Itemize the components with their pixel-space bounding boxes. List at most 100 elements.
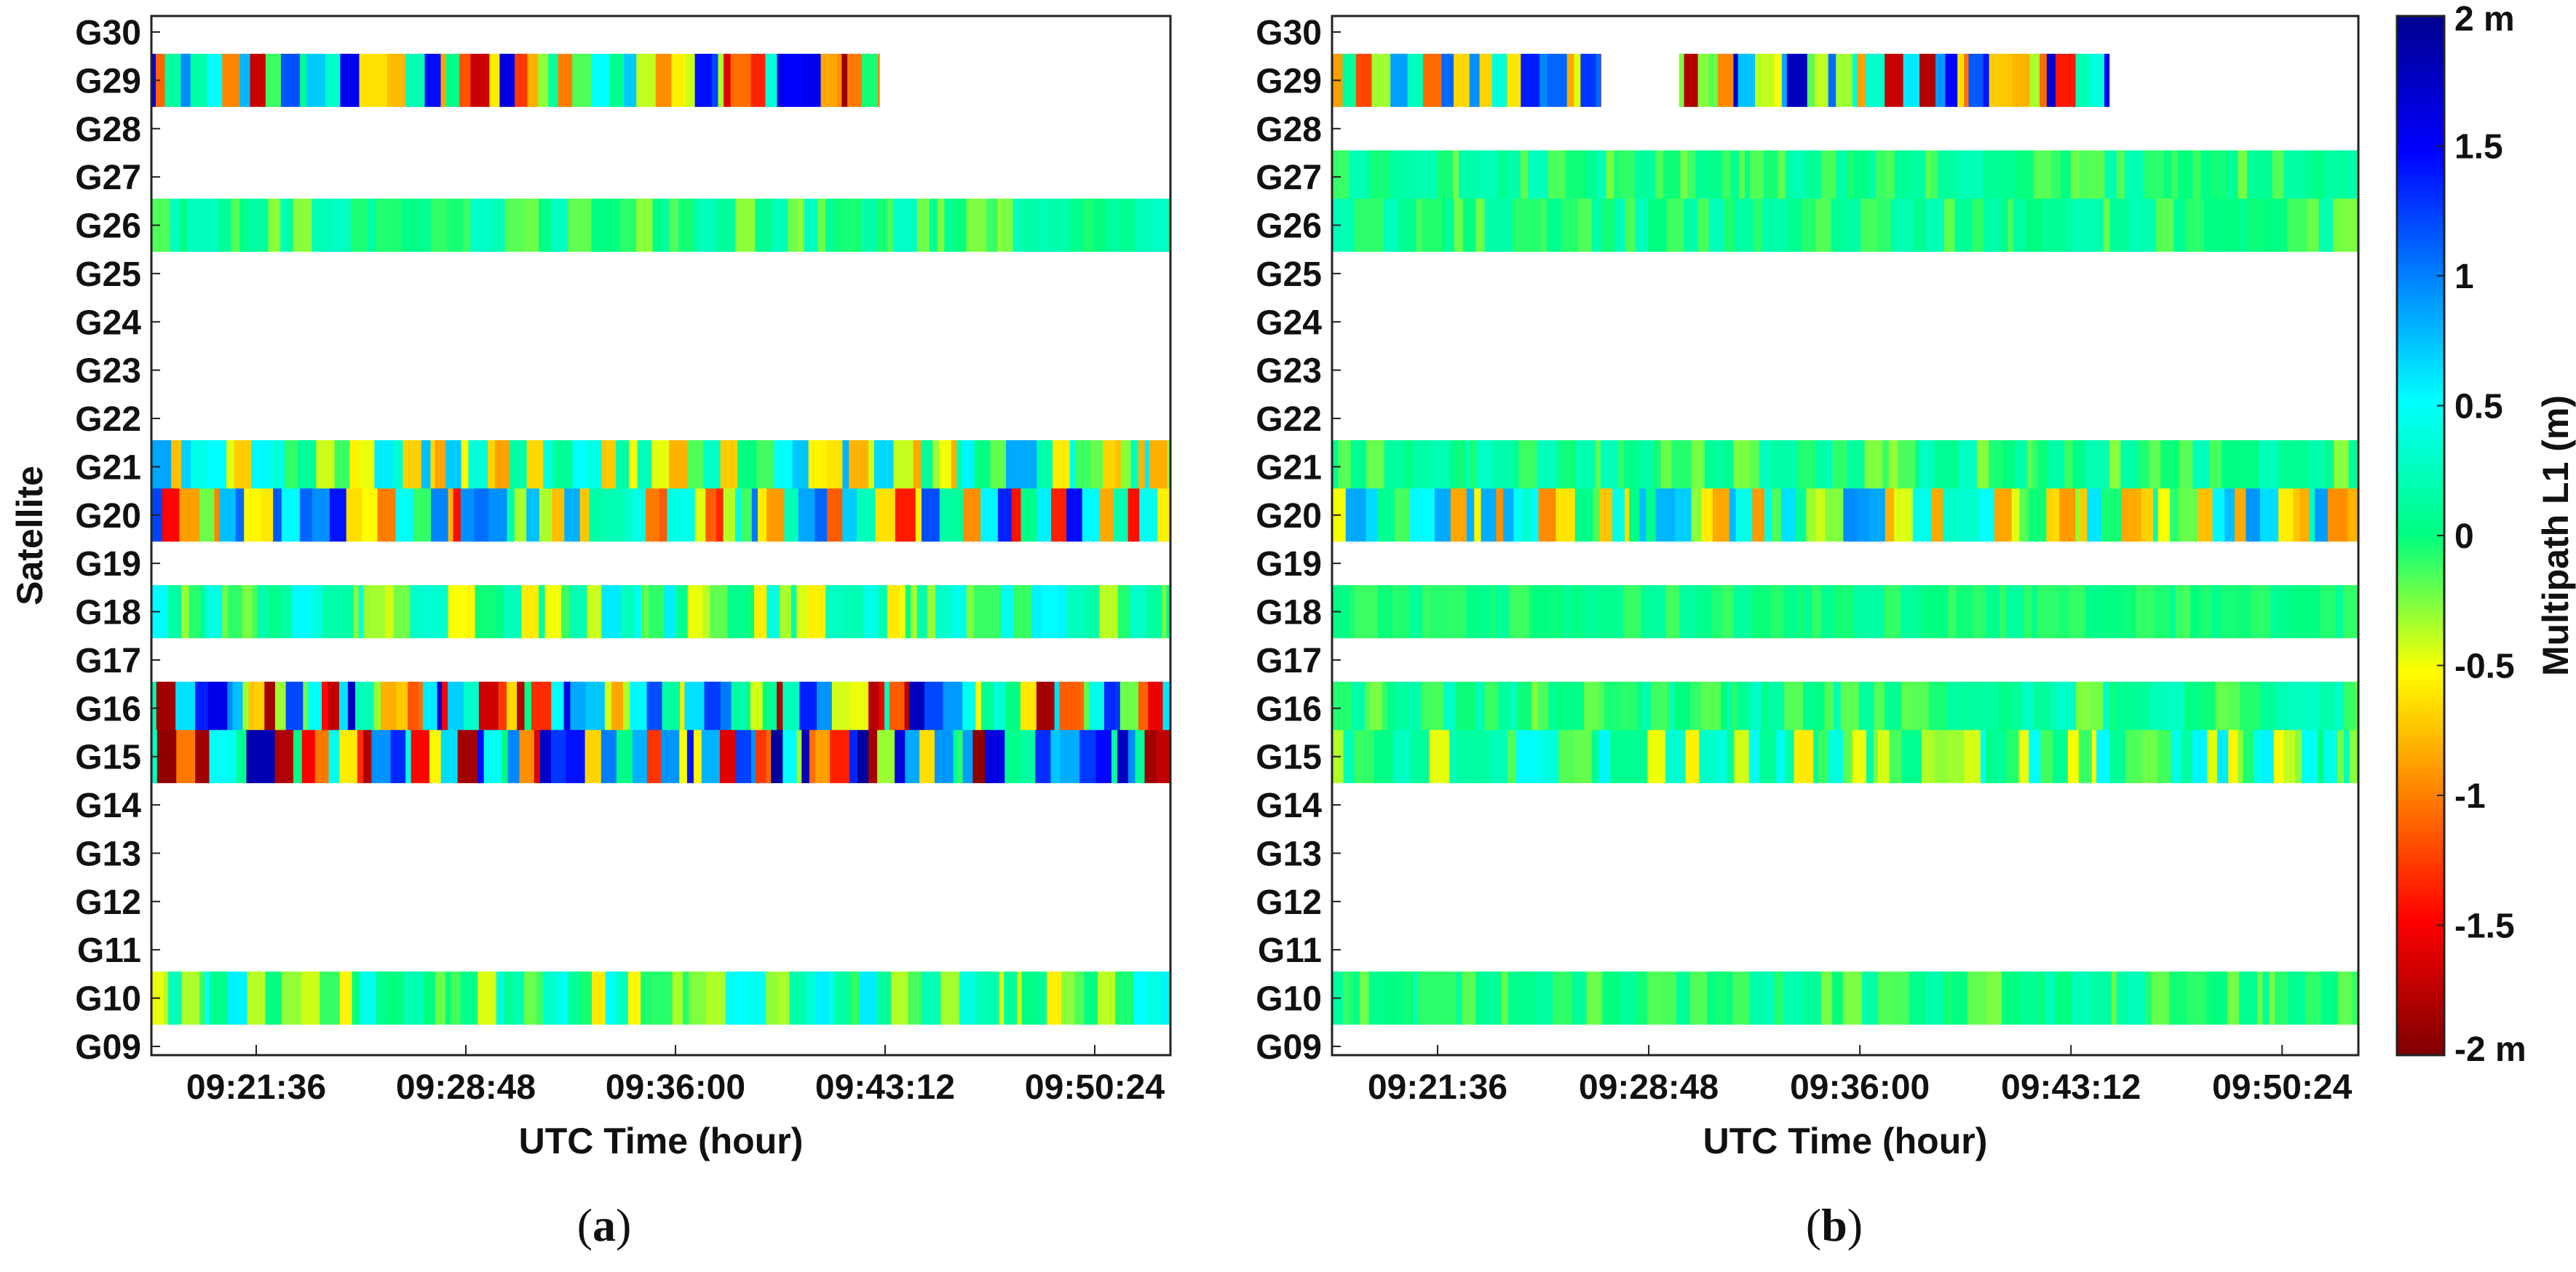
cell-G20 [1885,488,1895,542]
cell-G18 [181,585,189,639]
cell-G29 [1356,53,1373,107]
cell-G20 [526,488,540,542]
cell-G21 [285,440,298,493]
cell-G21 [2032,440,2038,493]
cell-G15 [1574,730,1593,784]
cell-G16 [1620,681,1638,735]
cell-G15 [1111,730,1118,784]
cell-G26 [247,199,253,252]
xtick-label-0: 09:21:36 [1368,1068,1507,1107]
cell-G26 [394,199,403,252]
cell-G26 [1839,199,1847,252]
cell-G18 [620,585,635,639]
cell-G21 [1816,440,1828,493]
cell-G26 [591,199,607,252]
colorbar-ticks: 2 m 1.5 1 0.5 0 -0.5 -1 -1.5 -2 m [2437,0,2527,1069]
cell-G10 [2269,971,2275,1025]
cell-G26 [330,199,352,252]
cell-G26 [916,199,930,252]
cell-G10 [829,971,836,1025]
cell-G15 [293,730,303,784]
cell-G15 [1411,730,1430,784]
cell-G16 [448,681,464,735]
cell-G16 [437,681,443,735]
cell-G21 [756,440,775,493]
cell-G21 [932,440,940,493]
cell-G15 [905,730,920,784]
cell-G20 [1843,488,1858,542]
cell-G15 [2192,730,2208,784]
colorbar-gradient [2395,15,2446,1057]
cell-G21 [2037,440,2048,493]
cell-G18 [2037,585,2058,639]
cell-G16 [868,681,879,735]
cell-G16 [1721,681,1728,735]
cell-G29 [527,53,539,107]
band-G10-7 [151,971,1171,1025]
cell-G26 [2061,199,2072,252]
cell-G29 [369,53,388,107]
cell-G29 [1885,53,1904,107]
cell-G29 [394,53,406,107]
cell-G10 [1353,971,1360,1025]
cell-G20 [2347,488,2359,542]
cell-G18 [1563,585,1572,639]
cell-G26 [2013,199,2026,252]
cell-G26 [606,199,621,252]
cell-G15 [1699,730,1718,784]
cell-G21 [2259,440,2280,493]
cell-G27 [1650,150,1656,204]
cell-G26 [997,199,1003,252]
cell-G15 [849,730,858,784]
cell-G26 [1592,199,1601,252]
cell-G21 [1797,440,1817,493]
cell-G21 [1167,440,1171,493]
cell-G21 [495,440,510,493]
band-G29-0 [151,53,880,107]
cell-G26 [268,199,281,252]
cell-G16 [2114,681,2134,735]
cell-G16 [254,681,265,735]
cell-G20 [939,488,956,542]
cell-G18 [1166,585,1171,639]
cell-G16 [769,681,777,735]
cell-G20 [1466,488,1475,542]
cell-G21 [191,440,207,493]
cell-G18 [1000,585,1015,639]
cell-G20 [1639,488,1647,542]
cell-G27 [1497,150,1507,204]
cell-G29 [359,53,370,107]
cell-G21 [1138,440,1146,493]
cell-G26 [1753,199,1761,252]
cell-G29 [730,53,752,107]
cell-G26 [2071,199,2090,252]
cell-G26 [1846,199,1861,252]
cell-G15 [2273,730,2285,784]
cell-G18 [601,585,622,639]
cell-G20 [1781,488,1796,542]
cell-G10 [2116,971,2129,1025]
cell-G29 [1479,53,1493,107]
cell-G10 [876,971,892,1025]
cell-G29 [1521,53,1540,107]
cell-G26 [1084,199,1095,252]
cell-G27 [1521,150,1529,204]
cell-G20 [1139,488,1158,542]
cell-G15 [801,730,810,784]
cell-G16 [611,681,624,735]
cell-G26 [1475,199,1486,252]
cell-G10 [1619,971,1637,1025]
cell-G26 [2137,199,2157,252]
ytick-label-G17: G17 [75,642,141,680]
cell-G20 [741,488,753,542]
cell-G21 [601,440,617,493]
cell-G26 [375,199,395,252]
ytick-label-G30: G30 [1256,14,1322,52]
cell-G18 [1711,585,1723,639]
cell-G18 [280,585,293,639]
cell-G16 [2022,681,2035,735]
cell-G29 [2104,53,2110,107]
y-ticks-b: G30 G29 G28 G27 G26 G25 G24 G23 G22 G21 G20 G19 G18 G… [1256,14,1341,1067]
cell-G26 [1772,199,1788,252]
cell-G16 [195,681,209,735]
